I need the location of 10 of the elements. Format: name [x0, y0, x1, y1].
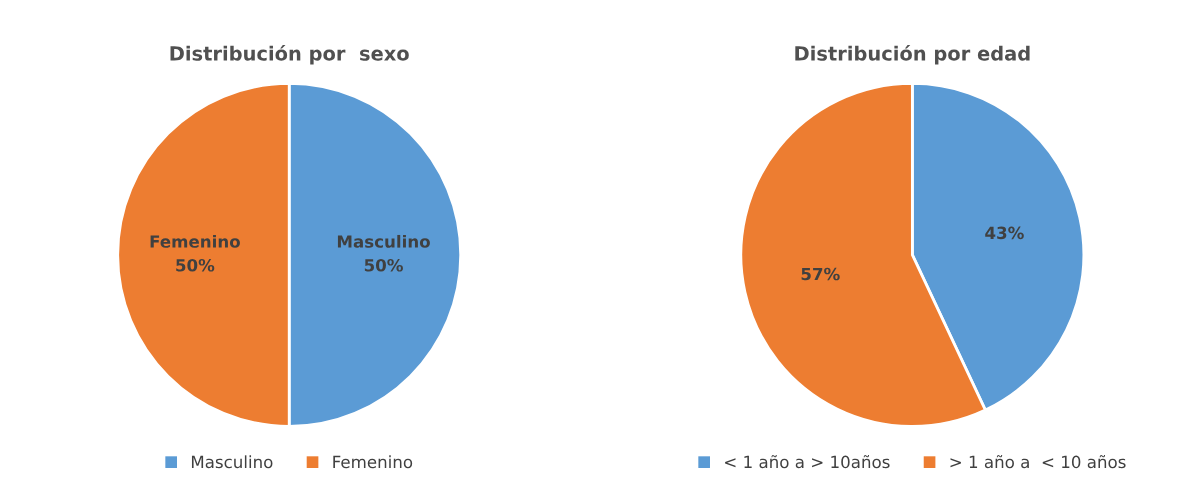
data-label: 57%: [801, 267, 840, 281]
chart-title: Distribución por sexo: [170, 44, 409, 65]
chart-title: Distribución por edad: [795, 44, 1030, 65]
legend-label: < 1 año a > 10años: [725, 455, 890, 469]
legend-label: Femenino: [333, 455, 413, 469]
data-label: Femenino 50%: [150, 234, 240, 272]
data-label: Masculino 50%: [337, 234, 430, 272]
data-label: 43%: [985, 226, 1024, 240]
legend-label: > 1 año a < 10 años: [950, 455, 1126, 469]
legend-label: Masculino: [191, 455, 273, 469]
